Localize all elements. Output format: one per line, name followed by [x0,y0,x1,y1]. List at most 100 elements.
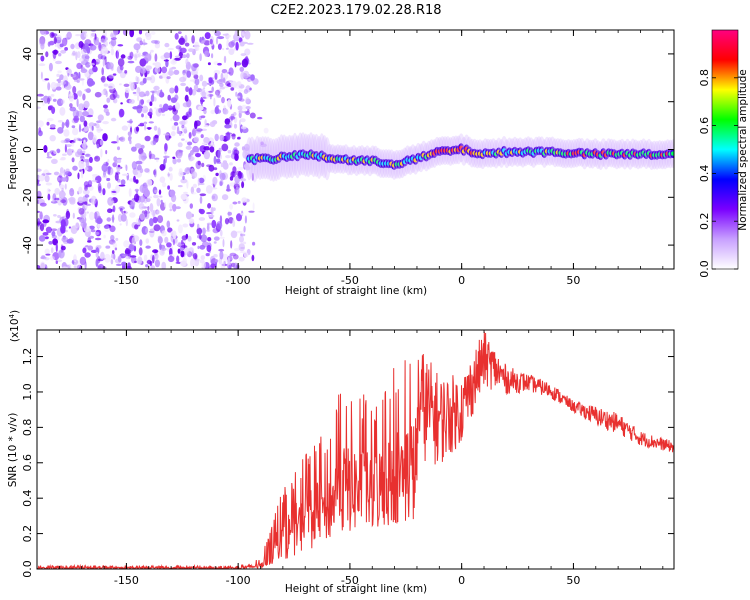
spectrogram-noise-blob [178,149,184,153]
spectrogram-noise-blob [112,205,116,213]
spectrogram-noise-blob [149,203,154,212]
spectrogram-noise-blob [186,70,192,78]
spectrogram-noise-blob [124,87,130,94]
spectrogram-noise-blob [131,161,137,170]
spectrogram-noise-blob [198,183,205,185]
spectrogram-noise-blob [172,230,177,240]
spectrogram-noise-blob [231,133,236,137]
spectrogram-noise-blob [164,42,170,48]
spectrogram-noise-blob [114,247,118,251]
spectrogram-noise-blob [191,89,197,96]
spectrogram-noise-blob [146,68,151,72]
spectrogram-noise-blob [177,142,183,148]
spectrogram-noise-blob [203,137,210,144]
spectrogram-noise-blob [167,94,171,101]
spectrogram-noise-blob [67,264,72,269]
spectrogram-noise-blob [107,208,113,213]
spectrogram-noise-blob [52,199,55,203]
spectrogram-noise-blob [176,158,181,163]
spectrogram-noise-blob [39,211,43,220]
spectrogram-noise-blob [175,102,180,111]
spectrogram-x-label: Height of straight line (km) [285,285,427,297]
spectrogram-noise-blob [192,183,197,188]
spectrogram-noise-blob [96,143,100,149]
spectrogram-noise-blob [226,184,230,192]
spectrogram-noise-blob [163,155,170,159]
spectrogram-noise-blob [84,252,91,258]
spectrogram-noise-blob [194,78,200,86]
spectrogram-noise-blob [187,235,192,242]
spectrogram-noise-blob [103,253,111,263]
spectrogram-noise-blob [101,46,109,55]
spectrogram-noise-blob [212,207,216,211]
y-tick-label: 0.4 [21,489,34,507]
spectrogram-noise-blob [49,127,56,130]
spectrogram-noise-blob [144,115,148,119]
spectrogram-noise-blob [45,172,52,175]
spectrogram-noise-blob [105,245,111,249]
spectrogram-noise-blob [64,183,67,190]
spectrogram-noise-blob [139,239,143,247]
spectrogram-noise-blob [44,248,50,256]
spectrogram-noise-blob [244,48,251,56]
spectrogram-noise-blob [217,36,225,40]
spectrogram-noise-blob [82,31,88,34]
spectrogram-noise-blob [167,172,170,178]
spectrogram-noise-blob [181,235,188,241]
spectrogram-noise-blob [164,236,169,244]
spectrogram-noise-blob [138,52,141,58]
spectrogram-noise-blob [190,186,195,195]
spectrogram-noise-blob [211,53,214,59]
spectrogram-noise-blob [149,218,154,227]
spectrogram-noise-blob [117,146,120,151]
spectrogram-noise-blob [200,92,207,95]
spectrogram-noise-blob [79,156,85,161]
spectrogram-noise-blob [224,118,231,125]
spectrogram-noise-blob [196,187,201,193]
spectrogram-noise-blob [152,62,157,66]
spectrogram-noise-blob [239,235,244,243]
spectrogram-noise-blob [239,66,245,72]
spectrogram-noise-blob [107,62,114,70]
spectrogram-noise-blob [139,40,143,46]
spectrogram-noise-blob [88,156,93,163]
snr-y-ticks: 0.0 0.2 0.4 0.6 0.8 1.0 1.2 [21,348,674,578]
spectrogram-noise-blob [215,172,219,177]
spectrogram-noise-blob [135,126,140,132]
spectrogram-noise-blob [134,143,142,149]
spectrogram-noise-blob [96,120,102,123]
spectrogram-noise-blob [102,174,108,179]
spectrogram-noise-blob [145,32,152,41]
spectrogram-noise-blob [180,250,185,258]
spectrogram-noise-blob [37,93,44,97]
spectrogram-noise-blob [55,220,63,224]
spectrogram-noise-blob [192,171,198,179]
spectrogram-panel: -150 -100 -50 0 50 -40 -20 0 20 40 Height of str… [7,29,675,297]
colorbar-tick-label: 0.2 [698,212,711,230]
spectrogram-noise-blob [43,95,49,104]
spectrogram-noise-blob [216,161,222,164]
spectrogram-noise-blob [233,149,240,156]
spectrogram-noise-blob [240,53,246,57]
spectrogram-noise-blob [214,106,219,115]
spectrogram-noise-blob [192,145,200,155]
spectrogram-noise-blob [65,119,70,128]
spectrogram-noise-blob [217,43,222,50]
spectrogram-noise-blob [201,80,208,87]
snr-y-multiplier-exp: 4 [8,313,16,318]
spectrogram-noise-blob [169,189,176,196]
spectrogram-noise-blob [182,54,187,59]
spectrogram-noise-blob [191,128,197,137]
spectrogram-noise-blob [45,226,53,233]
spectrogram-noise-blob [207,237,212,242]
spectrogram-noise-blob [109,93,116,101]
spectrogram-noise-blob [138,203,145,210]
spectrogram-noise-blob [67,73,70,77]
spectrogram-noise-blob [190,258,195,268]
spectrogram-noise-blob [106,177,111,182]
spectrogram-noise-blob [49,124,56,128]
spectrogram-noise-blob [100,148,103,158]
spectrogram-noise-blob [75,34,81,37]
spectrogram-noise-blob [199,88,206,94]
x-tick-label: -50 [341,574,359,587]
